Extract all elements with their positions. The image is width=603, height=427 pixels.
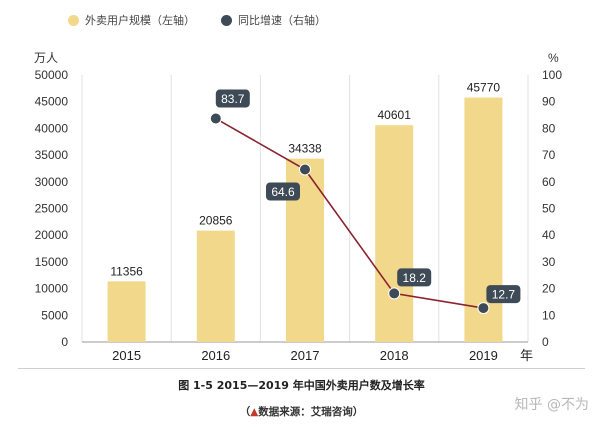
y-right-tick-label: 50 [542,202,556,216]
y-left-tick-label: 45000 [35,95,69,109]
growth-label-box [266,182,300,201]
bar [107,281,146,342]
figure-caption: 图 1-5 2015—2019 年中国外卖用户数及增长率 [178,379,425,392]
growth-value-label: 12.7 [492,288,516,302]
bar [375,125,414,342]
legend: 外卖用户规模（左轴） 同比增速（右轴） [68,12,326,28]
growth-point [299,163,311,176]
legend-bar-label: 外卖用户规模（左轴） [85,14,195,27]
legend-item-line: 同比增速（右轴） [221,12,326,28]
y-right-tick-label: 30 [542,255,556,269]
y-right-tick-label: 60 [542,175,556,189]
y-left-tick-label: 10000 [35,282,69,296]
chart: 0 5000 10000 15000 20000 25000 30000 35000 40000… [34,51,562,364]
y-left-tick-label: 25000 [35,202,69,216]
x-tick-label: 2016 [201,348,230,363]
growth-label-box [215,89,250,108]
x-axis-unit: 年 [520,349,533,364]
source-open-paren: （ [239,406,251,418]
legend-item-bars: 外卖用户规模（左轴） [68,12,195,28]
y-left-tick-label: 20000 [35,228,69,242]
bar [196,230,235,342]
y-right-tick-label: 20 [542,282,556,296]
bar-value-label: 20856 [199,214,233,228]
growth-point [477,302,490,315]
growth-label-box [397,268,432,287]
y-right-tick-label: 10 [542,308,556,322]
y-right-tick-label: 90 [542,95,556,109]
y-right-tick-label: 0 [542,335,549,349]
legend-line-swatch [221,14,232,26]
growth-label-box [486,285,521,304]
divider [18,368,585,369]
y-right-tick-label: 100 [542,68,562,82]
growth-point [388,287,401,300]
growth-value-label: 64.6 [271,185,295,199]
y-left-tick-label: 15000 [35,255,69,269]
growth-value-label: 83.7 [221,92,245,106]
y-left-tick-label: 50000 [35,68,69,82]
bar-value-label: 45770 [467,81,501,95]
data-source: （▲数据来源：艾瑞咨询） [0,404,603,419]
legend-line-label: 同比增速（右轴） [238,14,326,27]
growth-value-label: 18.2 [403,271,427,285]
x-tick-label: 2019 [469,348,498,363]
growth-line [215,117,484,309]
legend-bar-swatch [68,14,79,26]
y-left-unit: 万人 [34,51,58,65]
y-right-tick-label: 70 [542,148,556,162]
x-tick-label: 2015 [112,348,141,363]
x-tick-label: 2018 [380,348,409,363]
source-text: 数据来源：艾瑞咨询） [258,406,364,418]
bar-value-label: 11356 [110,264,143,278]
y-left-tick-label: 0 [61,335,68,349]
growth-point [209,112,222,125]
y-right-tick-label: 80 [542,121,556,135]
source-triangle-icon: ▲ [250,406,259,418]
y-left-tick-label: 35000 [35,148,69,162]
watermark: 知乎 @不为 [514,397,589,413]
x-tick-label: 2017 [291,348,320,363]
bar-value-label: 40601 [378,108,412,122]
bar-value-label: 34338 [288,142,322,156]
y-left-tick-label: 40000 [35,121,69,135]
y-left-tick-label: 30000 [35,175,69,189]
y-right-unit: % [548,51,559,65]
y-left-tick-label: 5000 [41,308,68,322]
y-right-tick-label: 40 [542,228,556,242]
